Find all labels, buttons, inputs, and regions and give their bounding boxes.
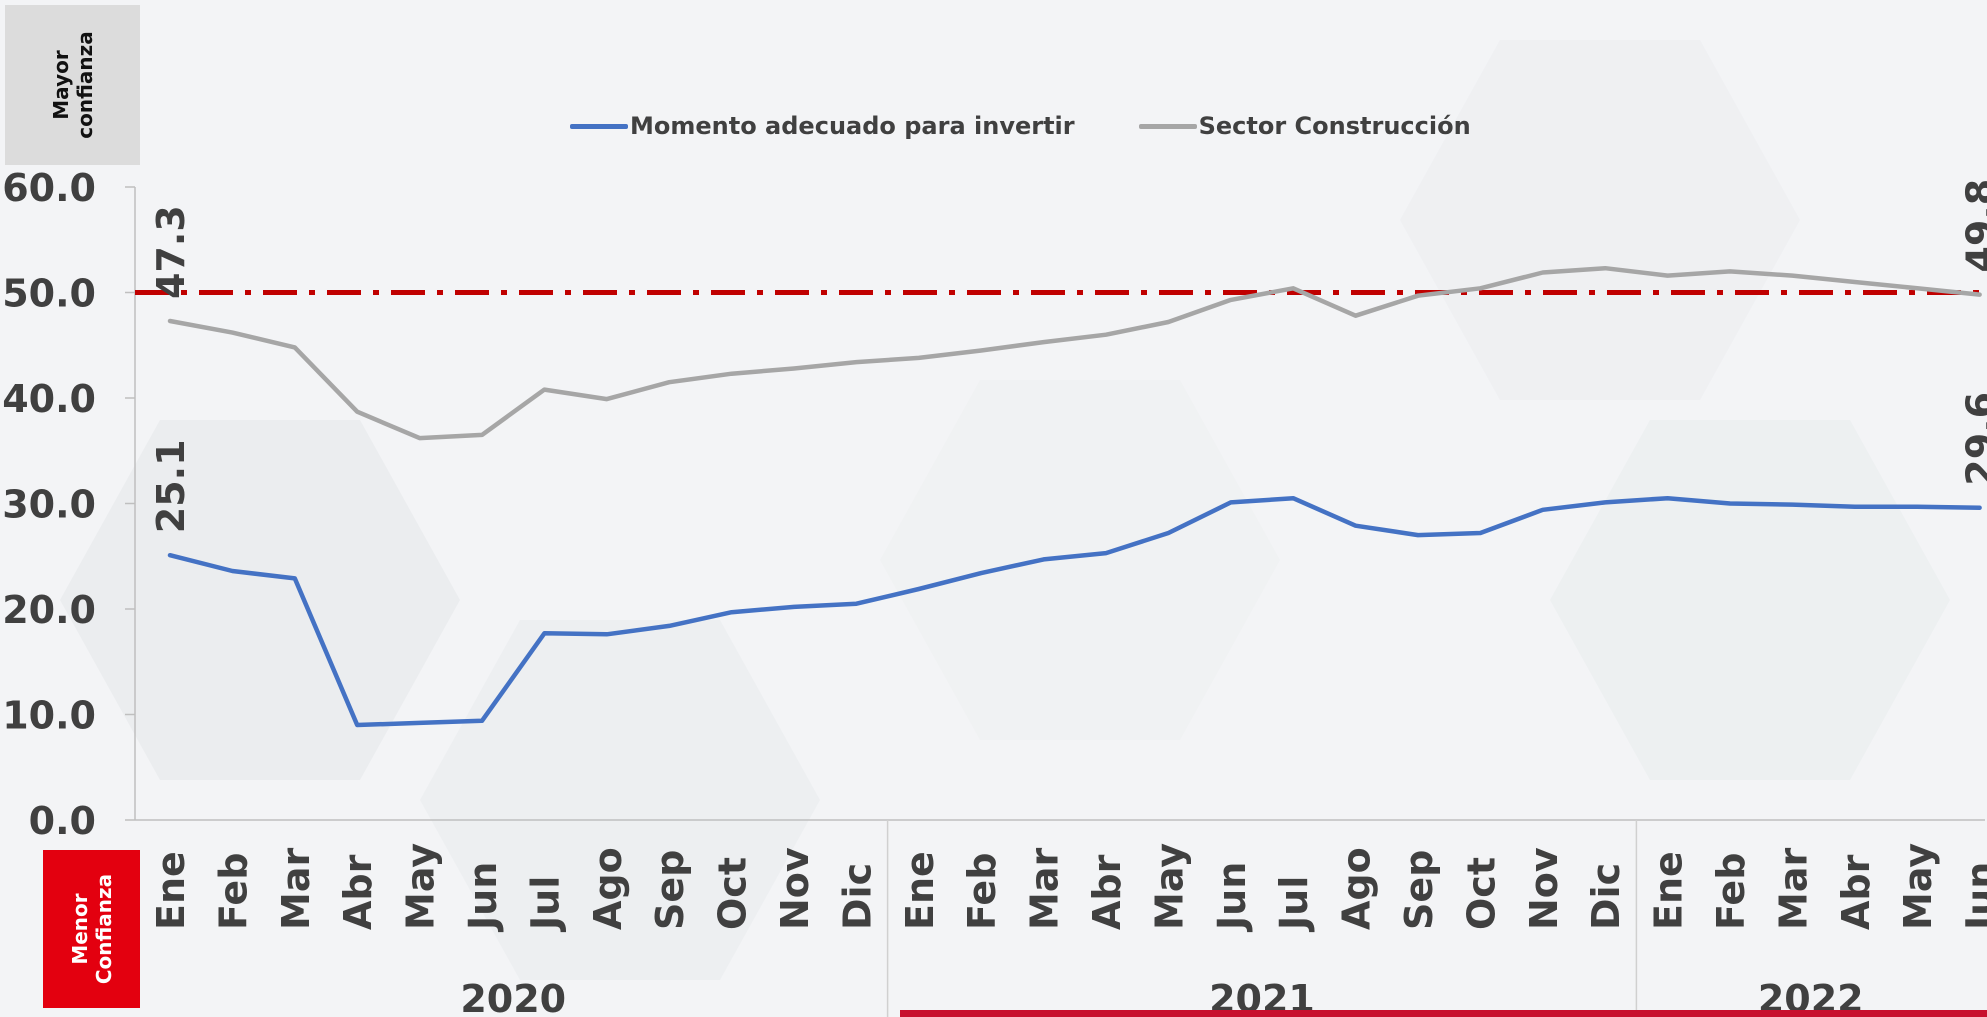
x-tick-label: Oct (1459, 857, 1503, 930)
x-tick-label: Oct (711, 857, 755, 930)
legend-item-construction: Sector Construcción (1138, 112, 1471, 140)
x-tick-label: Abr (1834, 854, 1878, 930)
x-tick-label: Jul (1272, 876, 1316, 933)
x-tick-label: Ene (1647, 851, 1691, 930)
footer-bar (900, 1010, 1987, 1017)
x-tick-label: Abr (1085, 854, 1129, 930)
x-tick-label: Jun (1210, 862, 1254, 933)
x-tick-label: Jul (523, 876, 567, 933)
lower-confidence-box: Menor Confianza (43, 850, 140, 1008)
x-tick-label: Feb (1709, 853, 1753, 930)
x-tick-label: Mar (274, 848, 318, 930)
chart-legend: Momento adecuado para invertir Sector Co… (570, 108, 1535, 144)
series-line-construction (167, 265, 1982, 441)
year-label: 2020 (460, 977, 566, 1017)
x-tick-label: Ago (586, 847, 630, 930)
x-tick-label: Abr (336, 854, 380, 930)
x-tick-label: Nov (1522, 847, 1566, 930)
legend-item-investment: Momento adecuado para invertir (570, 112, 1075, 140)
series-line-investment (167, 495, 1982, 728)
x-tick-label: Jun (461, 862, 505, 933)
y-tick-label: 60.0 (2, 166, 96, 210)
x-tick-label: Feb (960, 853, 1004, 930)
y-tick-label: 40.0 (2, 377, 96, 421)
x-tick-label: Ene (149, 851, 193, 930)
x-tick-label: Dic (835, 863, 879, 930)
y-tick-label: 10.0 (2, 694, 96, 738)
x-tick-label: Sep (1397, 850, 1441, 930)
x-tick-label: May (1896, 843, 1940, 930)
legend-label-investment: Momento adecuado para invertir (630, 112, 1075, 140)
legend-swatch-investment (570, 123, 628, 129)
x-tick-label: Ago (1335, 847, 1379, 930)
y-tick-label: 20.0 (2, 588, 96, 632)
x-tick-label: Sep (648, 850, 692, 930)
y-tick-label: 50.0 (2, 272, 96, 316)
x-tick-label: Jun (1959, 862, 1987, 933)
data-label-construction: 49.8 (1959, 179, 1987, 273)
data-label-investment: 25.1 (149, 439, 193, 533)
x-tick-label: Nov (773, 847, 817, 930)
data-label-construction: 47.3 (149, 205, 193, 299)
higher-confidence-box: Mayor confianza (5, 5, 140, 165)
legend-swatch-construction (1138, 123, 1197, 129)
x-tick-label: Feb (211, 853, 255, 930)
x-tick-label: May (399, 843, 443, 930)
x-tick-label: Mar (1023, 848, 1067, 930)
x-tick-label: May (1147, 843, 1191, 930)
y-tick-label: 30.0 (2, 483, 96, 527)
legend-label-construction: Sector Construcción (1198, 112, 1471, 140)
x-tick-label: Ene (898, 851, 942, 930)
x-tick-label: Dic (1584, 863, 1628, 930)
x-tick-label: Mar (1771, 848, 1815, 930)
data-label-investment: 29.6 (1959, 392, 1987, 486)
y-tick-label: 0.0 (29, 799, 96, 843)
